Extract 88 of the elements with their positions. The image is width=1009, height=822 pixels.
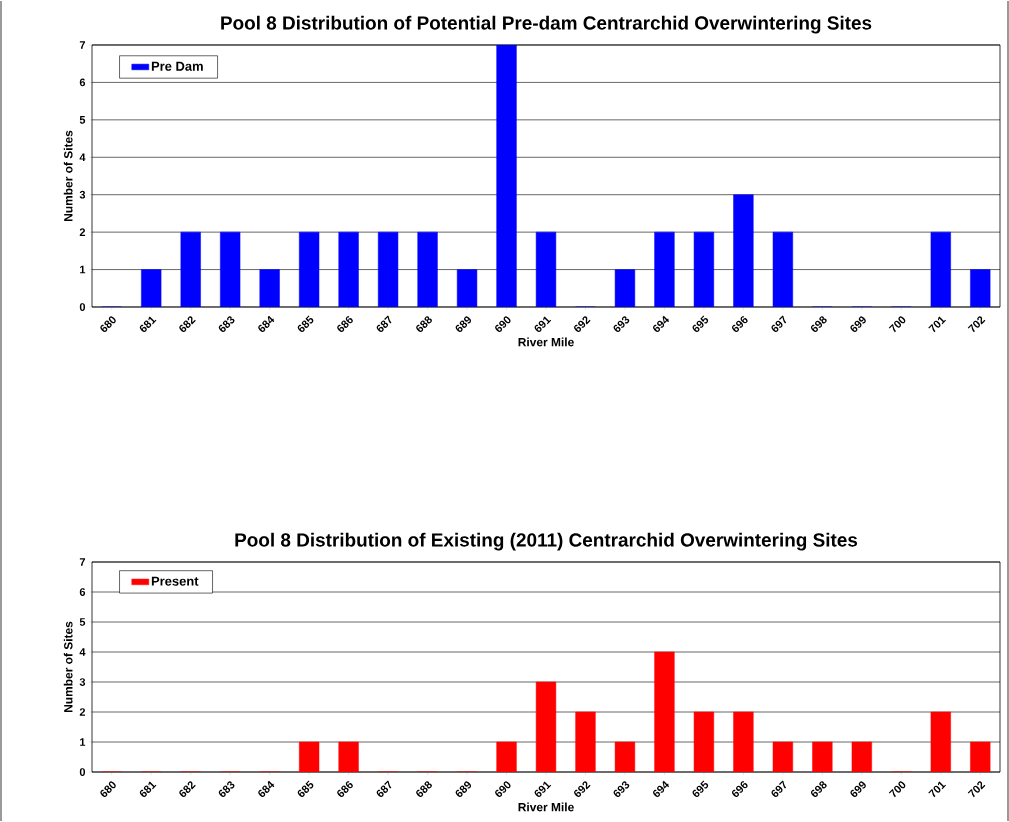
bar: [338, 231, 359, 307]
chart-title: Pool 8 Distribution of Potential Pre-dam Centrarchid Overwintering Sites: [221, 15, 872, 34]
x-tick-label: 686: [337, 781, 353, 797]
y-tick-label: 6: [79, 588, 86, 596]
x-tick-label: 681: [139, 781, 157, 797]
x-tick-label: 697: [771, 315, 787, 332]
bar: [772, 231, 793, 307]
x-tick-label: 682: [179, 316, 196, 332]
x-tick-label: 700: [888, 781, 906, 798]
x-tick-label: 683: [218, 781, 235, 797]
x-tick-label: 687: [376, 780, 392, 797]
x-axis-title: River Mile: [518, 337, 574, 347]
x-tick-label: 688: [416, 316, 432, 332]
x-tick-label: 689: [455, 781, 472, 797]
y-axis-title: Number of Sites: [63, 130, 73, 222]
x-tick-label: 692: [574, 781, 591, 797]
bar: [417, 231, 438, 307]
x-tick-label: 700: [888, 316, 906, 333]
x-tick-label: 688: [416, 781, 432, 797]
bar: [733, 194, 754, 307]
bar: [180, 231, 201, 307]
bar: [299, 231, 320, 307]
x-tick-label: 699: [850, 316, 866, 332]
x-tick-label: 702: [967, 781, 986, 798]
x-tick-label: 682: [179, 781, 196, 797]
bar: [930, 231, 951, 307]
y-tick-label: 5: [79, 618, 86, 626]
legend-label: Present: [151, 576, 199, 586]
x-tick-label: 680: [100, 781, 116, 797]
y-tick-label: 1: [80, 738, 86, 746]
x-tick-label: 689: [455, 316, 472, 332]
y-axis-title: Number of Sites: [63, 621, 73, 713]
x-tick-label: 693: [613, 781, 630, 797]
y-tick-label: 6: [79, 78, 86, 87]
x-axis-title: River Mile: [518, 802, 574, 812]
y-tick-label: 3: [79, 678, 86, 686]
x-tick-label: 694: [652, 780, 670, 797]
y-tick-label: 1: [80, 265, 86, 274]
chart-title: Pool 8 Distribution of Existing (2011) Centrarchid Overwintering Sites: [235, 532, 858, 551]
legend-label: Pre Dam: [151, 61, 203, 71]
y-tick-label: 3: [79, 190, 86, 199]
x-tick-label: 697: [771, 780, 787, 797]
x-tick-label: 695: [692, 315, 709, 332]
y-tick-label: 0: [79, 303, 86, 311]
x-tick-label: 691: [534, 781, 552, 797]
bar: [259, 269, 280, 307]
x-tick-label: 685: [297, 780, 314, 797]
x-tick-label: 684: [258, 315, 275, 332]
x-tick-label: 699: [850, 781, 866, 797]
bar: [377, 231, 399, 307]
x-tick-label: 684: [258, 780, 275, 797]
y-tick-label: 4: [79, 648, 86, 656]
x-tick-label: 698: [810, 316, 827, 332]
y-tick-label: 5: [79, 116, 86, 124]
bar: [456, 269, 478, 307]
x-tick-label: 681: [139, 316, 157, 332]
bar: [693, 231, 715, 307]
x-tick-label: 693: [613, 316, 630, 332]
y-tick-label: 2: [79, 708, 86, 716]
y-tick-label: 7: [79, 558, 86, 566]
bar: [654, 231, 675, 307]
x-tick-label: 691: [534, 316, 552, 332]
y-tick-label: 2: [79, 228, 86, 236]
x-tick-label: 701: [928, 316, 946, 333]
x-tick-label: 698: [810, 781, 827, 797]
x-tick-label: 690: [495, 316, 511, 332]
x-tick-label: 690: [495, 781, 511, 797]
bar: [970, 269, 991, 307]
x-tick-label: 694: [652, 315, 670, 332]
bar: [141, 269, 162, 307]
y-tick-label: 0: [79, 768, 86, 776]
y-tick-label: 4: [79, 153, 86, 162]
x-tick-label: 692: [574, 316, 591, 332]
x-tick-label: 702: [967, 316, 986, 333]
bar: [614, 269, 636, 307]
x-tick-label: 696: [731, 781, 748, 797]
x-tick-label: 696: [731, 316, 748, 332]
x-tick-label: 685: [297, 315, 314, 332]
x-tick-label: 687: [376, 315, 392, 332]
x-tick-label: 695: [692, 780, 709, 797]
x-tick-label: 683: [218, 316, 235, 332]
bar: [220, 231, 241, 307]
x-tick-label: 701: [928, 781, 946, 798]
bar: [496, 44, 517, 307]
y-tick-label: 7: [79, 41, 86, 49]
x-tick-label: 680: [100, 316, 116, 332]
bar: [535, 231, 557, 307]
x-tick-label: 686: [337, 316, 353, 332]
